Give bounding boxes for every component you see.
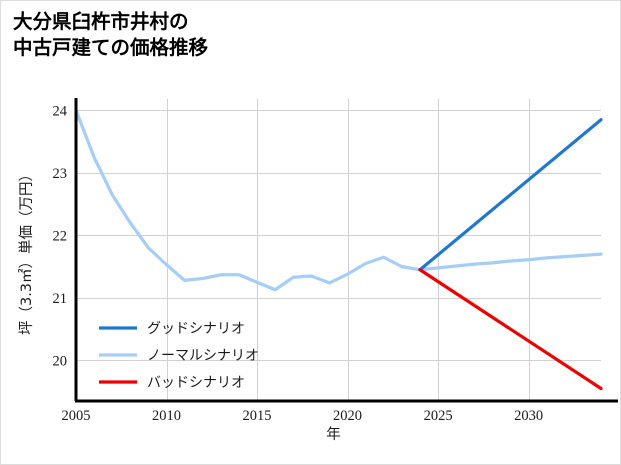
gridlines-group: [76, 99, 601, 401]
xtick-label-2005: 2005: [62, 408, 91, 424]
ytick-label-22: 22: [53, 228, 68, 244]
series-line-ノーマルシナリオ: [74, 108, 603, 292]
xtick-label-2020: 2020: [333, 408, 362, 424]
xtick-labels-group: 2005 2010 2015 2020 2025 2030: [62, 408, 544, 424]
xtick-label-2030: 2030: [514, 408, 543, 424]
xtick-label-2010: 2010: [152, 408, 181, 424]
series-group: [74, 108, 603, 391]
chart-title: 大分県臼杵市井村の 中古戸建ての価格推移: [13, 10, 209, 60]
series-line-グッドシナリオ: [418, 118, 603, 272]
xtick-label-2025: 2025: [424, 408, 453, 424]
x-axis-title: 年: [326, 426, 341, 443]
y-axis-title: 坪（3.3㎡）単価（万円）: [18, 167, 35, 335]
ytick-label-20: 20: [53, 353, 68, 369]
axis-titles-group: 年 坪（3.3㎡）単価（万円）: [18, 167, 341, 443]
legend-label-0: グッドシナリオ: [147, 321, 245, 337]
ytick-label-24: 24: [53, 103, 68, 119]
series-line-バッドシナリオ: [418, 268, 603, 391]
ytick-label-21: 21: [53, 291, 68, 307]
xtick-label-2015: 2015: [243, 408, 272, 424]
legend-label-2: バッドシナリオ: [147, 375, 245, 391]
ytick-labels-group: 20 21 22 23 24: [53, 103, 68, 369]
legend-label-1: ノーマルシナリオ: [147, 348, 259, 364]
axis-lines-group: [74, 98, 618, 403]
ytick-label-23: 23: [53, 166, 68, 182]
